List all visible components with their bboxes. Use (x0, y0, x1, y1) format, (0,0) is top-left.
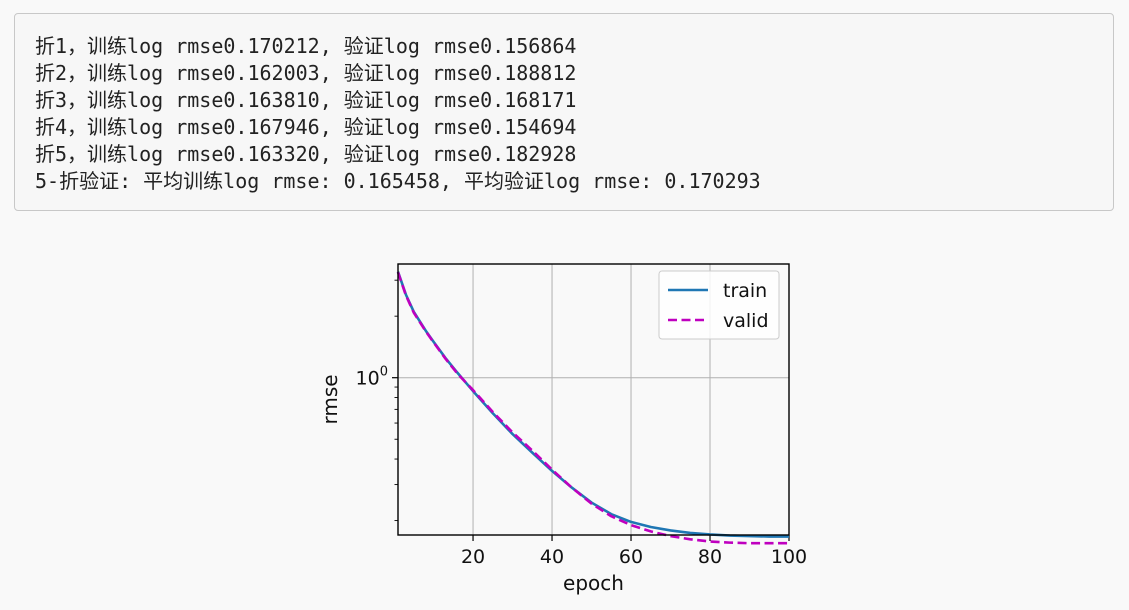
legend-label-valid: valid (723, 310, 769, 332)
legend-box (658, 270, 780, 340)
x-tick-label: 80 (698, 546, 722, 568)
log-line-fold-3: 折3，训练log rmse0.163810, 验证log rmse0.16817… (35, 88, 577, 112)
series-line-valid (396, 271, 789, 545)
cell-output: 折1，训练log rmse0.170212, 验证log rmse0.15686… (14, 13, 1114, 211)
plot-frame (397, 263, 790, 536)
y-tick-label-major: 100 (356, 365, 388, 390)
legend-label-train: train (723, 280, 767, 302)
x-tick-label: 40 (540, 546, 564, 568)
chart-svg: 20 40 60 80 100 100 epoch rmse train valid (318, 263, 807, 595)
ticks: 20 40 60 80 100 (392, 279, 807, 568)
rmse-chart: 20 40 60 80 100 100 epoch rmse train valid (310, 250, 820, 602)
x-axis-label: epoch (563, 571, 624, 595)
log-line-fold-1: 折1，训练log rmse0.170212, 验证log rmse0.15686… (35, 34, 577, 58)
log-line-fold-2: 折2，训练log rmse0.162003, 验证log rmse0.18881… (35, 61, 577, 85)
log-line-summary: 5-折验证: 平均训练log rmse: 0.165458, 平均验证log r… (35, 169, 761, 193)
log-line-fold-5: 折5，训练log rmse0.163320, 验证log rmse0.18292… (35, 142, 577, 166)
legend: train valid (658, 270, 780, 340)
x-tick-label: 20 (461, 546, 485, 568)
x-tick-label: 100 (771, 546, 807, 568)
y-axis-label: rmse (318, 374, 342, 424)
x-tick-label: 60 (619, 546, 643, 568)
log-line-fold-4: 折4，训练log rmse0.167946, 验证log rmse0.15469… (35, 115, 577, 139)
